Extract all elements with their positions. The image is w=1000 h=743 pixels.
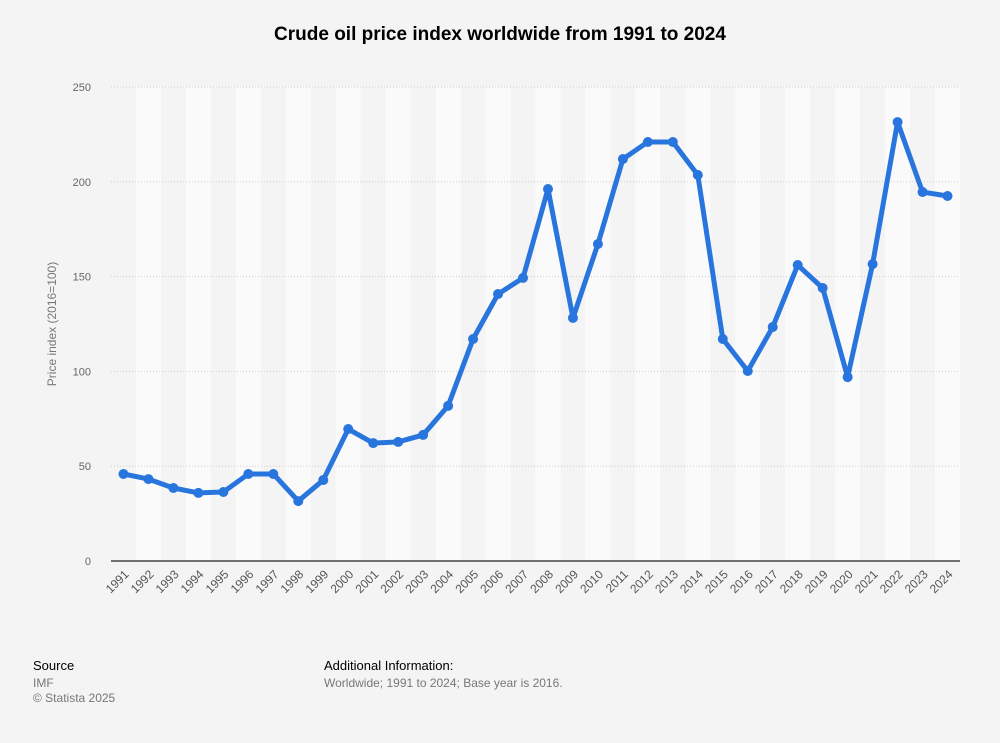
data-point (917, 187, 928, 198)
source-value: IMF (33, 676, 54, 690)
band (635, 87, 661, 561)
y-tick-label: 250 (73, 82, 91, 94)
band (535, 87, 561, 561)
x-tick-label: 2002 (378, 567, 407, 596)
data-point (268, 468, 279, 479)
x-tick-label: 1994 (178, 567, 207, 596)
data-point (118, 468, 129, 479)
y-tick-label: 50 (79, 461, 91, 473)
data-point (518, 272, 529, 283)
source-heading: Source (33, 658, 75, 673)
x-tick-label: 1999 (303, 567, 332, 596)
data-point (617, 154, 628, 165)
x-tick-label: 2006 (477, 567, 506, 596)
x-tick-label: 2000 (328, 567, 357, 596)
band (735, 87, 761, 561)
line-chart: 0 50 100 150 200 250 Price index (2016=100) 199… (45, 82, 960, 596)
band (485, 87, 511, 561)
band (685, 87, 711, 561)
data-point (767, 322, 778, 333)
data-point (817, 282, 828, 293)
band (185, 87, 211, 561)
data-point (592, 238, 603, 249)
data-point (667, 136, 678, 147)
x-tick-label: 1992 (128, 567, 157, 596)
series-line (120, 119, 951, 504)
additional-info-heading: Additional Information: (324, 658, 454, 673)
chart-title: Crude oil price index worldwide from 199… (274, 24, 726, 45)
x-tick-label: 2013 (652, 567, 681, 596)
x-tick-label: 1996 (228, 567, 257, 596)
data-point (842, 372, 853, 383)
data-point (892, 117, 903, 128)
data-point (168, 483, 179, 494)
x-tick-label: 2022 (877, 567, 906, 596)
x-tick-label: 2009 (552, 567, 581, 596)
x-tick-label: 2015 (702, 567, 731, 596)
x-tick-label: 2017 (752, 567, 781, 596)
band (585, 87, 611, 561)
x-tick-label: 2010 (577, 567, 606, 596)
x-tick-label: 2005 (452, 567, 481, 596)
x-tick-label: 2001 (353, 567, 382, 596)
y-tick-label: 150 (73, 272, 91, 284)
data-point (468, 333, 479, 344)
band (285, 87, 311, 561)
x-tick-label: 2011 (603, 567, 631, 595)
x-tick-label: 2024 (927, 567, 956, 596)
data-point (343, 424, 354, 435)
band (335, 87, 361, 561)
x-tick-label: 1995 (203, 567, 232, 596)
band (235, 87, 261, 561)
data-point (493, 289, 504, 300)
x-tick-label: 2008 (527, 567, 556, 596)
x-tick-label: 2016 (727, 567, 756, 596)
data-point (867, 259, 878, 270)
x-tick-label: 2020 (827, 567, 856, 596)
y-axis-label: Price index (2016=100) (45, 262, 59, 386)
data-point (393, 436, 404, 447)
data-point (443, 400, 454, 411)
band (785, 87, 811, 561)
additional-info: Worldwide; 1991 to 2024; Base year is 20… (324, 676, 563, 690)
x-tick-label: 2007 (502, 567, 531, 596)
x-tick-label: 1998 (278, 567, 307, 596)
band (385, 87, 411, 561)
copyright: © Statista 2025 (33, 691, 116, 705)
x-tick-label: 2023 (902, 567, 931, 596)
data-point (243, 468, 254, 479)
data-point (642, 136, 653, 147)
y-tick-label: 200 (73, 177, 91, 189)
band (835, 87, 861, 561)
data-point (293, 496, 304, 507)
x-tick-label: 2003 (402, 567, 431, 596)
x-tick-label: 2004 (427, 567, 456, 596)
band (935, 87, 960, 561)
data-point (368, 438, 379, 449)
x-tick-label: 2014 (677, 567, 706, 596)
x-tick-label: 1993 (153, 567, 182, 596)
data-point (418, 429, 429, 440)
data-point (792, 260, 803, 271)
band (435, 87, 461, 561)
y-tick-label: 100 (73, 366, 91, 378)
data-point (318, 475, 329, 486)
y-tick-label: 0 (85, 556, 91, 568)
x-tick-label: 2012 (627, 567, 656, 596)
x-tick-label: 1991 (103, 567, 132, 596)
data-point (193, 487, 204, 498)
x-tick-label: 2018 (777, 567, 806, 596)
band (135, 87, 161, 561)
data-point (542, 184, 553, 195)
data-point (143, 474, 154, 485)
data-point (742, 366, 753, 377)
x-tick-label: 2019 (802, 567, 831, 596)
data-point (942, 191, 953, 202)
x-tick-label: 2021 (852, 567, 881, 596)
data-point (218, 486, 229, 497)
data-point (567, 312, 578, 323)
data-point (717, 333, 728, 344)
data-point (692, 169, 703, 180)
x-tick-label: 1997 (253, 567, 282, 596)
